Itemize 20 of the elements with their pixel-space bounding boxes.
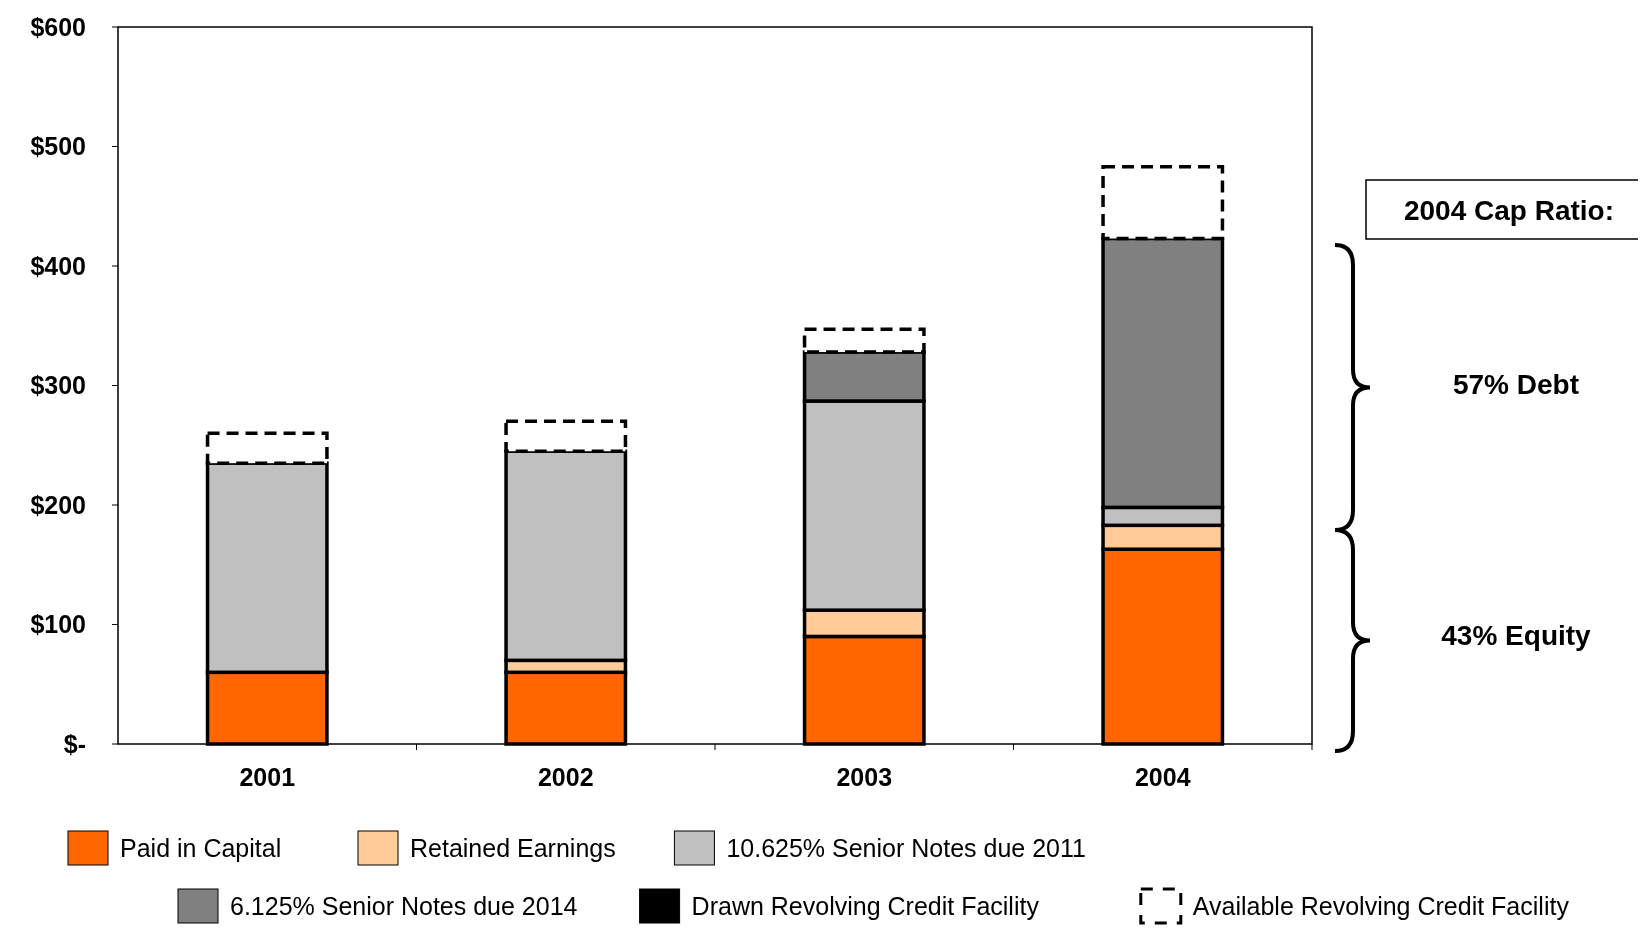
y-tick-label: $200 — [30, 490, 86, 519]
y-tick-label: $600 — [30, 12, 86, 41]
y-tick-label: $300 — [30, 371, 86, 400]
legend-label: 6.125% Senior Notes due 2014 — [230, 892, 578, 920]
y-tick-label: $400 — [30, 251, 86, 280]
text: 43% Equity — [1441, 619, 1592, 651]
x-tick-label: 2001 — [239, 763, 296, 791]
y-tick-label: $500 — [30, 132, 86, 161]
x-tick-label: 2004 — [1134, 763, 1191, 791]
y-tick-label: $100 — [30, 610, 86, 639]
legend-label: Paid in Capital — [120, 834, 282, 862]
legend-label: Available Revolving Credit Facility — [1192, 892, 1570, 920]
legend-label: Retained Earnings — [410, 834, 616, 862]
legend-label: 10.625% Senior Notes due 2011 — [726, 834, 1086, 862]
text: 2004 Cap Ratio: — [1403, 194, 1615, 226]
text: 57% Debt — [1452, 368, 1580, 400]
x-tick-label: 2003 — [836, 763, 893, 791]
y-tick-label: $- — [63, 729, 86, 758]
legend-label: Drawn Revolving Credit Facility — [691, 892, 1040, 920]
x-tick-label: 2002 — [537, 763, 594, 791]
